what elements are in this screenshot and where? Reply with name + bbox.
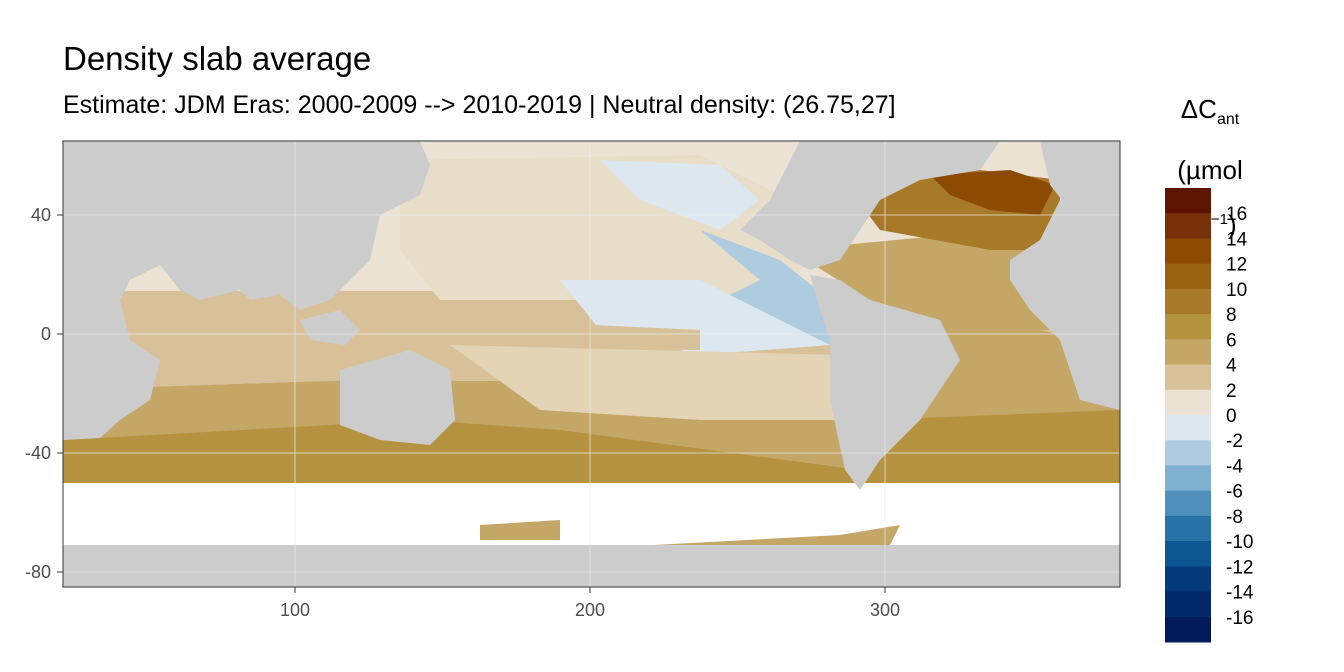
legend-title-sub: ant <box>1216 111 1240 129</box>
x-tick-label: 200 <box>575 600 605 620</box>
legend-label: 8 <box>1226 305 1237 326</box>
region-north-pacific-light <box>600 160 760 230</box>
legend-label: 14 <box>1226 229 1248 250</box>
y-tick-label: 40 <box>31 205 51 225</box>
y-tick-label: -40 <box>25 443 51 463</box>
region-south-pacific <box>450 345 850 420</box>
legend-label: -6 <box>1226 482 1243 503</box>
legend-swatch <box>1165 188 1211 214</box>
legend-label: 16 <box>1226 204 1247 225</box>
grid-lines <box>63 141 1120 587</box>
legend-label: -16 <box>1226 608 1253 629</box>
legend-swatch <box>1165 591 1211 618</box>
legend-swatch <box>1165 364 1211 391</box>
legend-swatch <box>1165 339 1211 366</box>
legend-label: 2 <box>1226 381 1237 402</box>
legend-label: -10 <box>1226 532 1253 553</box>
legend-swatch <box>1165 541 1211 567</box>
panel-border <box>62 140 1121 588</box>
region-south-atlantic-deep <box>870 410 1120 480</box>
chart-title: Density slab average <box>63 40 372 77</box>
region-north-atlantic-subpolar <box>930 170 1055 215</box>
legend-swatch <box>1165 566 1211 593</box>
map-layers <box>63 141 1120 587</box>
legend-swatch <box>1165 263 1211 290</box>
legend-swatch <box>1165 465 1211 492</box>
legend-swatch <box>1165 213 1211 239</box>
x-tick-label: 100 <box>280 600 310 620</box>
legend-swatch <box>1165 515 1211 542</box>
axis-ticks <box>57 214 886 593</box>
legend-label: -12 <box>1226 557 1253 578</box>
legend-title-main: ΔC <box>1180 94 1217 124</box>
legend-label: 6 <box>1226 330 1237 351</box>
chart-subtitle: Estimate: JDM Eras: 2000-2009 --> 2010-2… <box>63 91 896 119</box>
legend-swatch <box>1165 288 1211 315</box>
legend-units-close: ) <box>1227 209 1237 240</box>
legend-label: -8 <box>1226 507 1243 528</box>
legend-swatch <box>1165 314 1211 340</box>
legend-units-sup: −1 <box>1210 211 1228 229</box>
legend-swatch <box>1165 238 1211 265</box>
legend-label: 0 <box>1226 406 1237 427</box>
legend-label: -14 <box>1226 583 1254 604</box>
region-pacific-equator <box>380 315 700 350</box>
legend-swatch <box>1165 440 1211 466</box>
no-data-band <box>63 483 1120 545</box>
legend-swatch <box>1165 415 1211 441</box>
legend-label: 10 <box>1226 280 1247 301</box>
x-tick-label: 300 <box>870 600 900 620</box>
legend-swatch <box>1165 616 1211 643</box>
legend-swatch <box>1165 389 1211 416</box>
legend-swatch <box>1165 490 1211 517</box>
legend-label: -4 <box>1226 456 1243 477</box>
legend-label: 4 <box>1226 356 1237 377</box>
legend-label: -2 <box>1226 431 1243 452</box>
y-tick-label: -80 <box>25 562 51 582</box>
y-tick-label: 0 <box>41 324 51 344</box>
region-southern-band <box>63 420 1120 483</box>
legend-label: 12 <box>1226 255 1247 276</box>
